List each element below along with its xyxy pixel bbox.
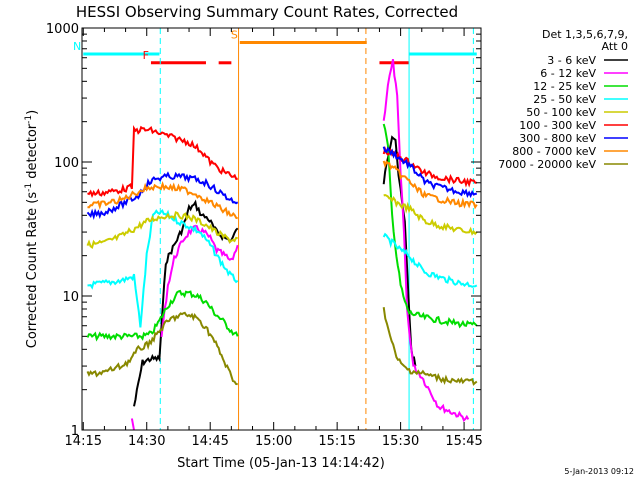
x-tick-label: 15:30 bbox=[382, 434, 419, 449]
legend-label: 7000 - 20000 keV bbox=[498, 158, 596, 171]
series-6 bbox=[86, 146, 477, 221]
legend-label: 100 - 300 keV bbox=[519, 119, 596, 132]
x-tick-label: 15:15 bbox=[318, 434, 355, 449]
x-tick-label: 14:15 bbox=[65, 434, 102, 449]
legend-header: Att 0 bbox=[602, 40, 628, 53]
legend-header: Det 1,3,5,6,7,9, bbox=[542, 28, 628, 41]
series-line bbox=[382, 123, 478, 329]
series-2 bbox=[86, 123, 478, 342]
flag-label: F bbox=[143, 49, 149, 62]
legend-label: 50 - 100 keV bbox=[526, 106, 596, 119]
series-4 bbox=[86, 194, 478, 250]
series-line bbox=[382, 146, 477, 188]
series-7 bbox=[87, 160, 478, 220]
x-tick-label: 14:30 bbox=[128, 434, 165, 449]
flag-label: N bbox=[73, 40, 81, 53]
x-axis-label: Start Time (05-Jan-13 14:14:42) bbox=[177, 456, 385, 471]
y-tick-label: 100 bbox=[54, 156, 79, 171]
series-line bbox=[130, 418, 135, 430]
plot-frame bbox=[81, 27, 482, 431]
series-line bbox=[382, 232, 478, 288]
x-tick-label: 15:00 bbox=[255, 434, 292, 449]
series-line bbox=[86, 311, 238, 386]
y-axis-label-mid: detector bbox=[25, 123, 40, 183]
series-line bbox=[133, 199, 239, 407]
flag-label: S bbox=[231, 28, 238, 41]
flags-layer: N F S bbox=[73, 28, 477, 65]
series-line bbox=[87, 208, 239, 328]
series-8 bbox=[86, 307, 478, 386]
legend-label: 300 - 800 keV bbox=[519, 132, 596, 145]
series-line bbox=[382, 146, 477, 199]
series-line bbox=[86, 289, 239, 342]
x-tick-label: 15:45 bbox=[445, 434, 482, 449]
legend-label: 3 - 6 keV bbox=[547, 54, 596, 67]
y-axis-label-end: ) bbox=[25, 110, 40, 115]
legend-label: 6 - 12 keV bbox=[540, 67, 596, 80]
series-line bbox=[382, 59, 470, 423]
series-1 bbox=[130, 59, 470, 430]
chart-title: HESSI Observing Summary Count Rates, Cor… bbox=[76, 3, 458, 21]
y-axis-label-main: Corrected Count Rate (s bbox=[25, 192, 40, 349]
legend-label: 25 - 50 keV bbox=[533, 93, 596, 106]
series-0 bbox=[133, 135, 417, 407]
series-line bbox=[86, 211, 238, 250]
series-line bbox=[383, 194, 478, 236]
y-tick-label: 10 bbox=[62, 290, 79, 305]
series-line bbox=[382, 160, 478, 210]
event-lines bbox=[159, 28, 474, 430]
series-line bbox=[86, 171, 239, 221]
axes-layer: 14:15 14:30 14:45 15:00 15:15 15:30 15:45 1 10 10… bbox=[46, 22, 483, 449]
series-line bbox=[87, 180, 238, 220]
series-line bbox=[87, 124, 238, 199]
legend-label: 800 - 7000 keV bbox=[512, 145, 596, 158]
footer-date: 5-Jan-2013 09:12 bbox=[564, 467, 634, 476]
y-tick-label: 1 bbox=[71, 424, 79, 439]
y-axis-label-sup1: -1 bbox=[24, 183, 34, 192]
legend-label: 12 - 25 keV bbox=[533, 80, 596, 93]
series-layer bbox=[86, 59, 478, 430]
series-3 bbox=[87, 208, 478, 328]
y-axis-label: Corrected Count Rate (s-1 detector-1) bbox=[24, 110, 40, 348]
x-tick-label: 14:45 bbox=[191, 434, 228, 449]
series-5 bbox=[87, 124, 477, 199]
series-line bbox=[382, 307, 478, 386]
y-axis-label-sup2: -1 bbox=[24, 115, 34, 124]
y-tick-label: 1000 bbox=[46, 22, 79, 37]
